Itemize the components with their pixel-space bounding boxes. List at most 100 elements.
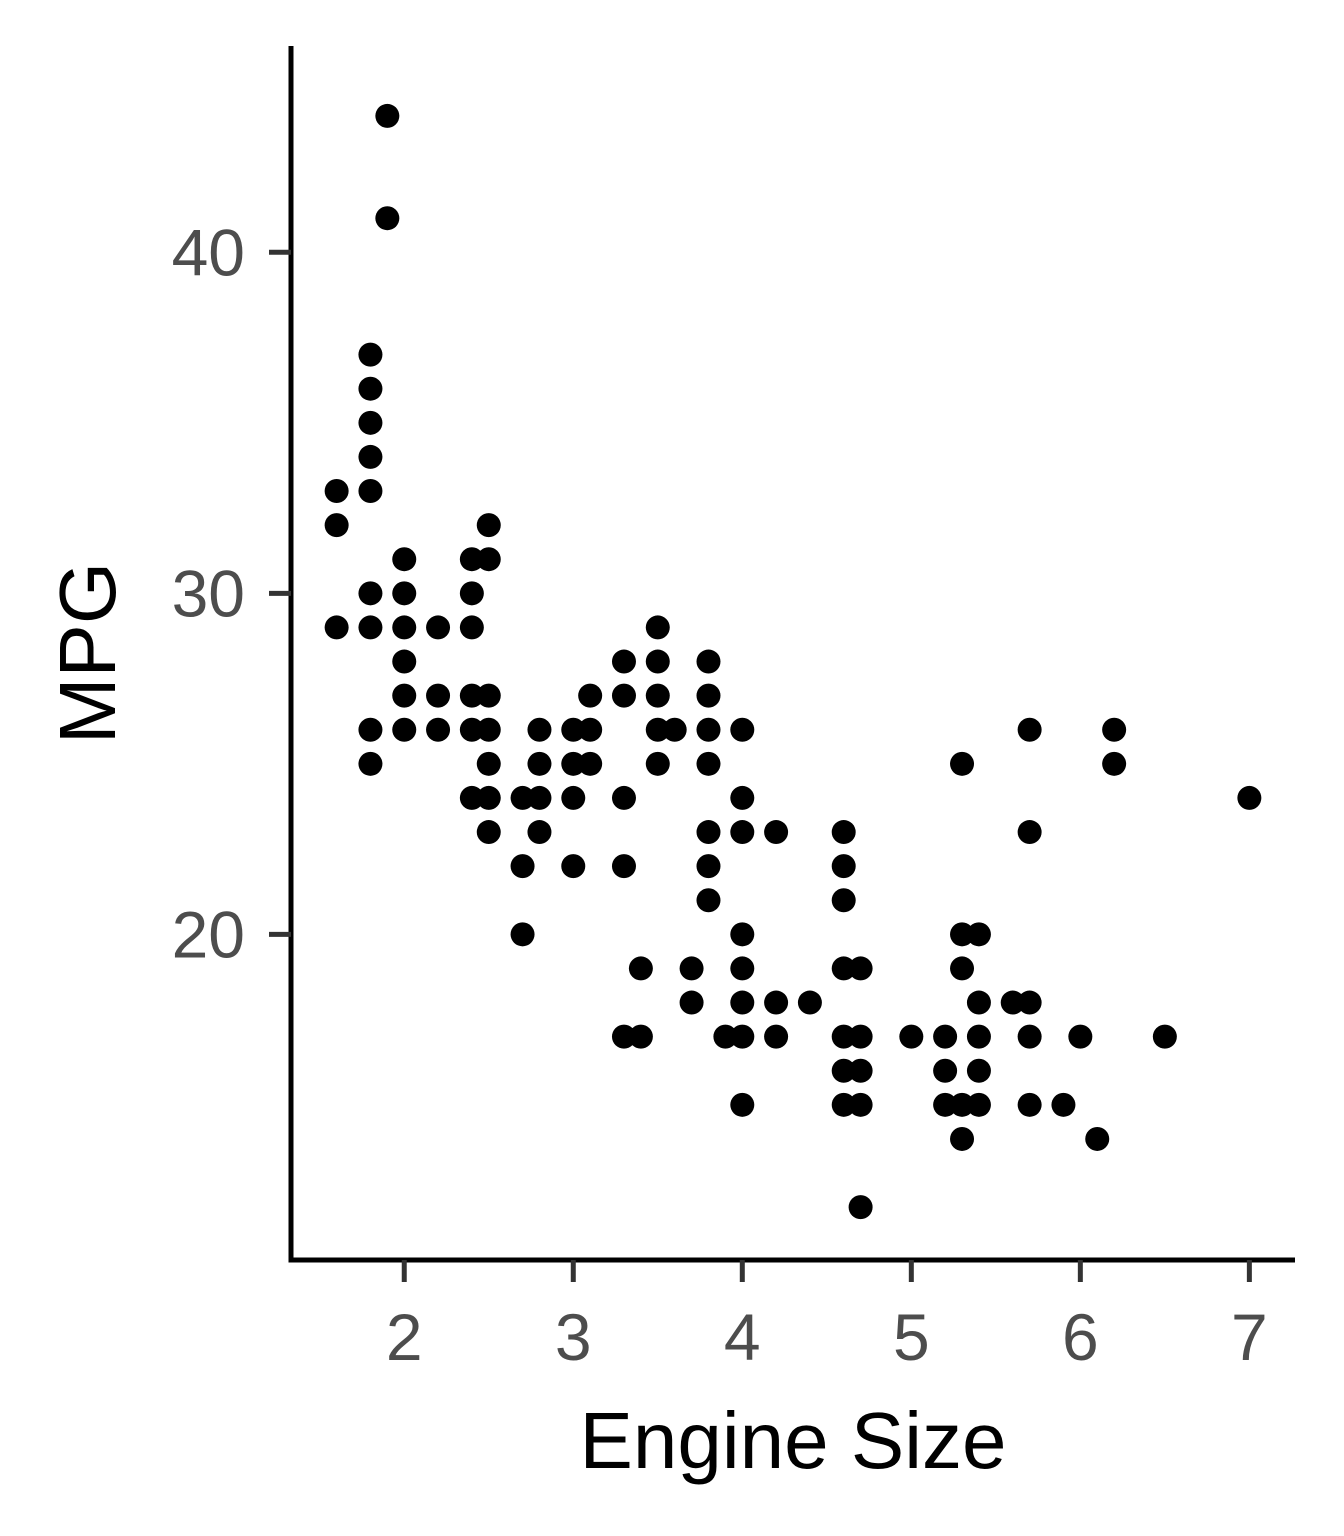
data-point [1051,1092,1076,1117]
data-point [476,683,501,708]
data-point [578,751,603,776]
data-point [628,956,653,981]
data-point [933,1058,958,1083]
data-point [831,1092,856,1117]
data-point [950,751,975,776]
data-point [1102,751,1127,776]
data-point [645,615,670,640]
data-point [1017,820,1042,845]
data-point [966,922,991,947]
data-point [696,854,721,879]
data-point [611,1024,636,1049]
data-point [611,854,636,879]
data-point [392,581,417,606]
data-point [848,1024,873,1049]
data-point [645,751,670,776]
x-tick-label: 4 [724,1300,761,1374]
data-point [459,785,484,810]
y-tick-label: 20 [172,897,245,971]
data-point [527,785,552,810]
data-point [358,717,383,742]
data-point [561,785,586,810]
data-point [561,751,586,776]
data-point [358,751,383,776]
data-point [730,820,755,845]
data-point [831,1024,856,1049]
data-point [966,1024,991,1049]
data-point [696,683,721,708]
data-point [1017,1092,1042,1117]
x-tick-label: 5 [893,1300,930,1374]
data-point [358,479,383,504]
data-point [645,717,670,742]
data-point [358,376,383,401]
data-point [392,683,417,708]
data-point [459,717,484,742]
data-point [696,888,721,913]
data-point [476,547,501,572]
data-point [696,649,721,674]
data-point [527,717,552,742]
data-point [764,820,789,845]
data-point [1000,990,1025,1015]
data-point [950,956,975,981]
x-tick-label: 7 [1231,1300,1268,1374]
data-point [358,444,383,469]
data-point [797,990,822,1015]
data-point [730,785,755,810]
data-point [950,922,975,947]
data-point [831,1058,856,1083]
data-point [476,717,501,742]
data-point [1017,990,1042,1015]
data-point [392,649,417,674]
data-point [966,990,991,1015]
x-axis-ticks: 2 3 4 5 6 7 [386,1260,1268,1374]
data-point [561,717,586,742]
data-point [459,615,484,640]
data-point [392,615,417,640]
data-point [730,956,755,981]
data-point [966,1092,991,1117]
data-point [476,820,501,845]
data-point [561,854,586,879]
data-point [426,683,451,708]
data-point [578,717,603,742]
data-point [831,820,856,845]
data-point [696,717,721,742]
data-point [1017,1024,1042,1049]
data-point [696,820,721,845]
data-point [324,479,349,504]
data-point [459,547,484,572]
x-axis-title: Engine Size [580,1396,1007,1485]
data-point [933,1092,958,1117]
data-point [358,342,383,367]
data-point [426,717,451,742]
data-point [476,513,501,538]
data-point [848,1058,873,1083]
data-point [375,206,400,231]
data-point [679,990,704,1015]
y-tick-label: 40 [172,215,245,289]
data-point [476,785,501,810]
data-point [950,1126,975,1151]
data-point [527,751,552,776]
x-tick-label: 2 [386,1300,423,1374]
data-point [848,956,873,981]
y-tick-label: 30 [172,556,245,630]
data-point [679,956,704,981]
data-point [848,1195,873,1220]
data-point [426,615,451,640]
data-point [662,717,687,742]
data-point [848,1092,873,1117]
data-point [831,956,856,981]
data-point [578,683,603,708]
data-point [645,683,670,708]
data-point [1102,717,1127,742]
data-point [730,990,755,1015]
data-point [476,751,501,776]
data-point [730,1092,755,1117]
data-point [933,1024,958,1049]
data-point [392,717,417,742]
y-axis-ticks: 20 30 40 [172,215,291,971]
